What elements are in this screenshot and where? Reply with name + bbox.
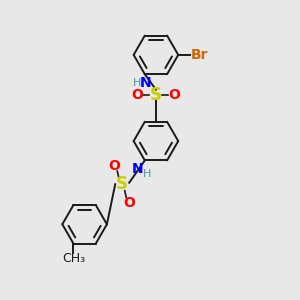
Text: CH₃: CH₃	[62, 252, 85, 265]
Text: H: H	[133, 78, 141, 88]
Text: O: O	[132, 88, 143, 102]
Text: S: S	[116, 175, 128, 193]
Text: N: N	[140, 76, 152, 90]
Text: Br: Br	[191, 48, 208, 62]
Text: H: H	[143, 169, 152, 179]
Text: O: O	[168, 88, 180, 102]
Text: O: O	[123, 196, 135, 210]
Text: N: N	[132, 162, 144, 176]
Text: O: O	[108, 159, 120, 173]
Text: S: S	[150, 86, 162, 104]
